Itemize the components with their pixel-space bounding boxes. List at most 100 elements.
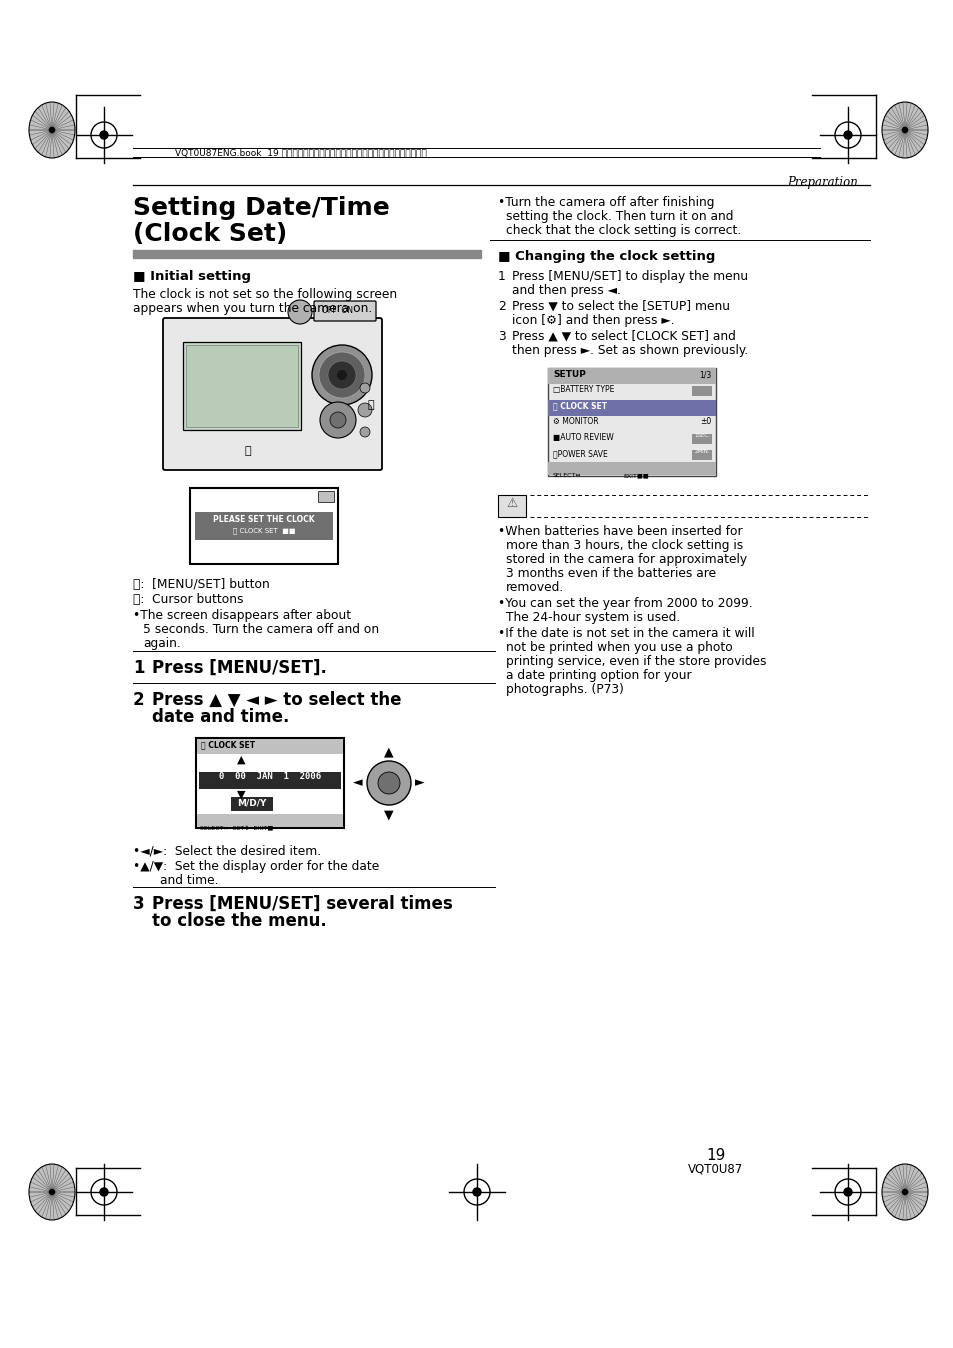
Text: setting the clock. Then turn it on and: setting the clock. Then turn it on and <box>505 210 733 222</box>
Bar <box>547 368 716 476</box>
Text: 2: 2 <box>132 692 145 709</box>
Text: appears when you turn the camera on.: appears when you turn the camera on. <box>132 302 372 315</box>
Text: ▲: ▲ <box>236 755 245 766</box>
Text: 2: 2 <box>497 301 505 313</box>
Text: 1: 1 <box>132 659 144 677</box>
Text: ⏻POWER SAVE: ⏻POWER SAVE <box>553 449 607 458</box>
Bar <box>195 737 344 828</box>
Text: Preparation: Preparation <box>786 177 857 189</box>
Text: ±0: ±0 <box>699 417 710 426</box>
Text: ■AUTO REVIEW: ■AUTO REVIEW <box>553 433 613 442</box>
Circle shape <box>902 1189 906 1194</box>
Text: □BATTERY TYPE: □BATTERY TYPE <box>553 386 614 394</box>
Text: 1: 1 <box>497 270 505 283</box>
Text: ▼: ▼ <box>236 790 245 799</box>
Bar <box>547 462 716 474</box>
Text: ⓑ:  Cursor buttons: ⓑ: Cursor buttons <box>132 593 243 607</box>
Text: PLEASE SET THE CLOCK: PLEASE SET THE CLOCK <box>213 515 314 524</box>
Circle shape <box>359 383 370 394</box>
Text: ▼: ▼ <box>384 807 394 821</box>
Text: 1/3: 1/3 <box>698 369 710 379</box>
Text: Press [MENU/SET].: Press [MENU/SET]. <box>152 659 327 677</box>
Circle shape <box>319 402 355 438</box>
Circle shape <box>843 131 851 139</box>
Text: 5 seconds. Turn the camera off and on: 5 seconds. Turn the camera off and on <box>143 623 378 636</box>
Text: ►: ► <box>415 776 424 790</box>
Circle shape <box>50 1189 54 1194</box>
Bar <box>547 368 716 384</box>
Text: •▲/▼:  Set the display order for the date: •▲/▼: Set the display order for the date <box>132 860 379 874</box>
Bar <box>194 512 333 541</box>
FancyBboxPatch shape <box>163 318 381 470</box>
Text: ◄: ◄ <box>353 776 363 790</box>
Text: Ⓑ: Ⓑ <box>245 446 252 456</box>
Text: ⚠: ⚠ <box>506 497 517 510</box>
Text: printing service, even if the store provides: printing service, even if the store prov… <box>505 655 765 669</box>
Bar <box>132 249 480 257</box>
Ellipse shape <box>29 1165 75 1220</box>
Text: Press ▼ to select the [SETUP] menu: Press ▼ to select the [SETUP] menu <box>512 301 729 313</box>
Bar <box>186 345 297 427</box>
Text: ⌛ CLOCK SET  ■■: ⌛ CLOCK SET ■■ <box>233 527 294 534</box>
Bar <box>183 342 301 430</box>
Circle shape <box>328 361 355 390</box>
Circle shape <box>100 131 108 139</box>
Circle shape <box>312 345 372 404</box>
Text: ⓐ:  [MENU/SET] button: ⓐ: [MENU/SET] button <box>132 578 270 590</box>
Text: SELECT⇔  SET⇕  EXIT■: SELECT⇔ SET⇕ EXIT■ <box>200 825 273 830</box>
Bar <box>317 491 334 501</box>
Text: SETUP: SETUP <box>553 369 585 379</box>
Circle shape <box>330 412 346 429</box>
Bar <box>190 488 337 563</box>
Text: •If the date is not set in the camera it will: •If the date is not set in the camera it… <box>497 627 754 640</box>
Text: 1SEC.: 1SEC. <box>694 433 709 438</box>
Text: VQT0U87ENG.book  19 ページ．２００５年１２月２７日　火曜日　午後７時１２分: VQT0U87ENG.book 19 ページ．２００５年１２月２７日 火曜日 午… <box>174 148 426 158</box>
Text: photographs. (P73): photographs. (P73) <box>505 683 623 696</box>
Text: ⌛ CLOCK SET: ⌛ CLOCK SET <box>553 400 606 410</box>
Text: Press [MENU/SET] several times: Press [MENU/SET] several times <box>152 895 453 913</box>
Bar <box>691 434 711 443</box>
Circle shape <box>367 762 411 805</box>
Circle shape <box>50 128 54 132</box>
Circle shape <box>100 1188 108 1196</box>
Bar <box>231 797 273 811</box>
Ellipse shape <box>882 1165 927 1220</box>
Ellipse shape <box>29 102 75 158</box>
Text: Press ▲ ▼ to select [CLOCK SET] and: Press ▲ ▼ to select [CLOCK SET] and <box>512 330 735 342</box>
Text: removed.: removed. <box>505 581 563 594</box>
Text: 3: 3 <box>497 330 505 342</box>
Bar <box>691 386 711 396</box>
Text: ⚙ MONITOR: ⚙ MONITOR <box>553 417 598 426</box>
Text: to close the menu.: to close the menu. <box>152 913 327 930</box>
Text: 3: 3 <box>132 895 145 913</box>
Text: SELECT⇔: SELECT⇔ <box>553 473 581 479</box>
Text: stored in the camera for approximately: stored in the camera for approximately <box>505 553 746 566</box>
Circle shape <box>359 427 370 437</box>
Text: 0  00  JAN  1  2006: 0 00 JAN 1 2006 <box>218 772 321 780</box>
Bar <box>547 400 716 417</box>
Text: •When batteries have been inserted for: •When batteries have been inserted for <box>497 524 741 538</box>
Text: a date printing option for your: a date printing option for your <box>505 669 691 682</box>
Text: ⌛ CLOCK SET: ⌛ CLOCK SET <box>201 740 254 749</box>
Text: OFF  ON: OFF ON <box>322 306 353 315</box>
Circle shape <box>843 1188 851 1196</box>
Text: then press ►. Set as shown previously.: then press ►. Set as shown previously. <box>512 344 747 357</box>
Text: not be printed when you use a photo: not be printed when you use a photo <box>505 642 732 654</box>
Text: again.: again. <box>143 638 180 650</box>
Text: EXIT■■: EXIT■■ <box>622 473 648 479</box>
Text: •◄/►:  Select the desired item.: •◄/►: Select the desired item. <box>132 845 321 857</box>
Bar <box>196 814 343 828</box>
Text: VQT0U87: VQT0U87 <box>688 1162 742 1175</box>
Text: ■ Initial setting: ■ Initial setting <box>132 270 251 283</box>
Bar <box>691 450 711 460</box>
FancyBboxPatch shape <box>314 301 375 321</box>
Text: M/D/Y: M/D/Y <box>237 799 267 807</box>
Text: ■ Changing the clock setting: ■ Changing the clock setting <box>497 249 715 263</box>
Text: Press [MENU/SET] to display the menu: Press [MENU/SET] to display the menu <box>512 270 747 283</box>
Circle shape <box>377 772 399 794</box>
Circle shape <box>336 369 347 380</box>
Text: date and time.: date and time. <box>152 708 289 727</box>
Text: and then press ◄.: and then press ◄. <box>512 284 620 297</box>
Circle shape <box>288 301 312 324</box>
Bar <box>497 495 525 518</box>
